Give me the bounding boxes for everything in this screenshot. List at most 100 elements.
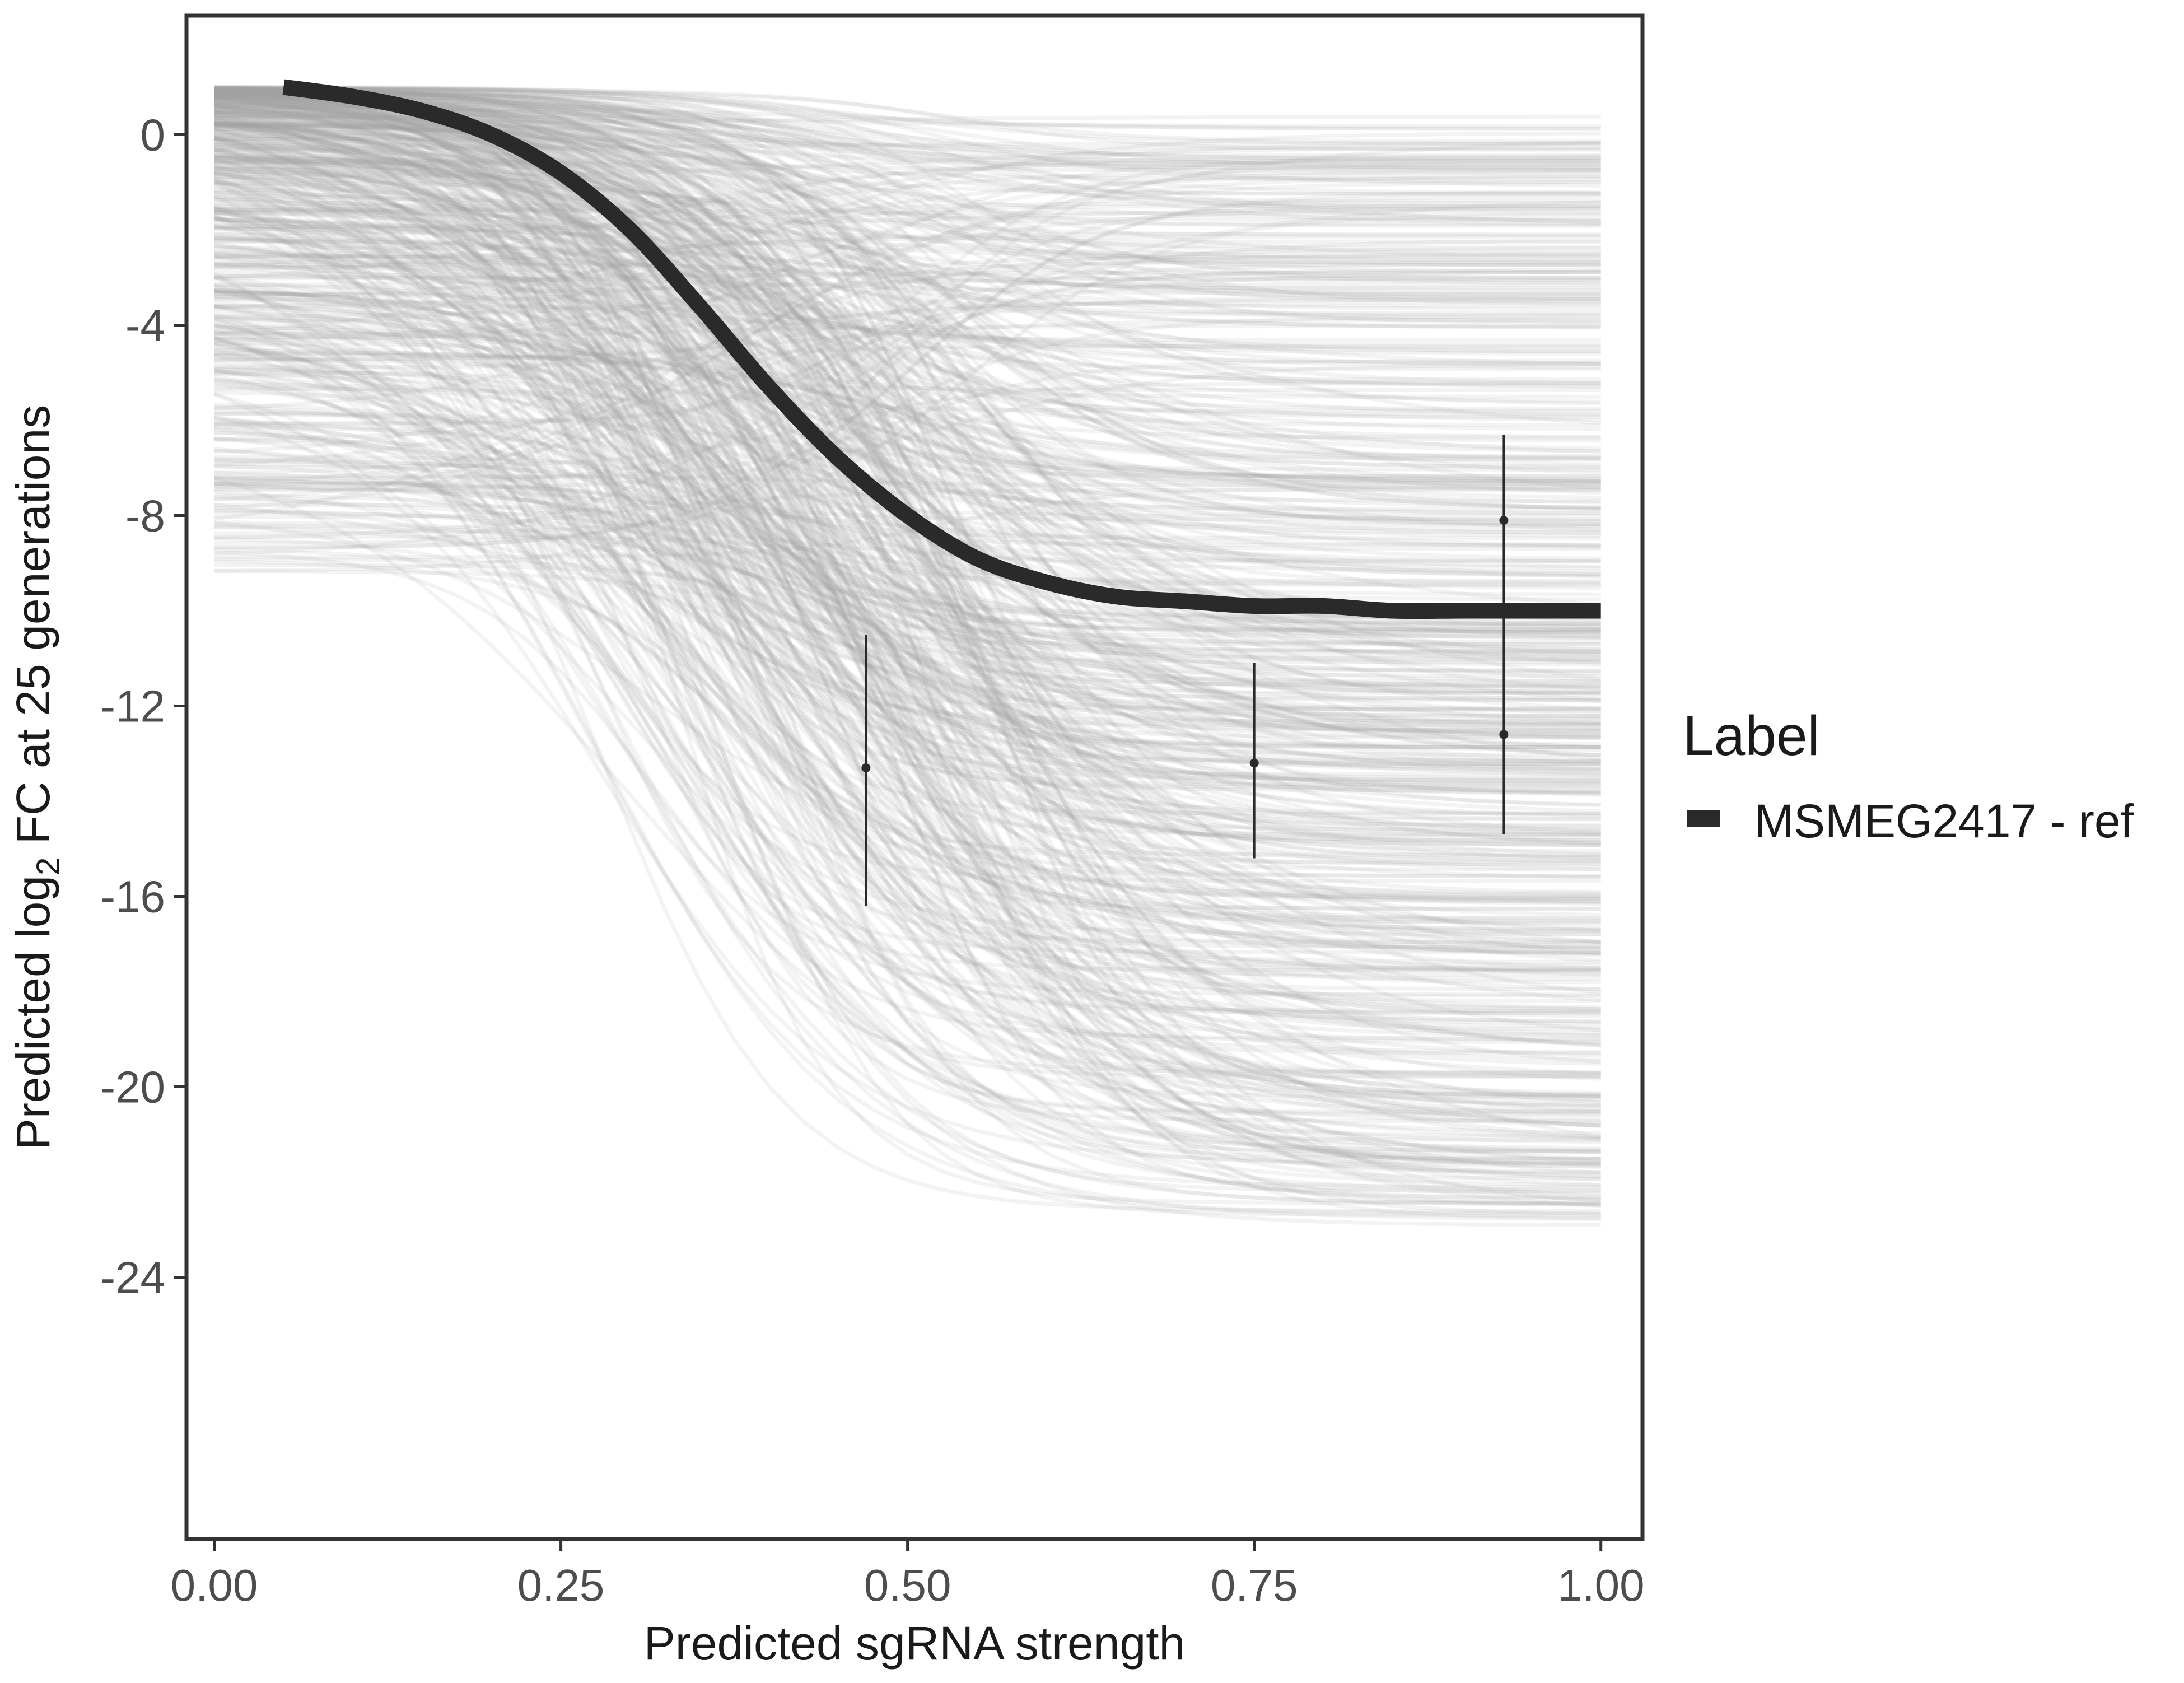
posterior-draw-line	[214, 155, 1601, 845]
posterior-draw-line	[214, 85, 1601, 1011]
posterior-draw-line	[214, 315, 1601, 731]
posterior-draw-line	[214, 352, 1601, 399]
posterior-draw-line	[214, 425, 1601, 1108]
posterior-draw-line	[213, 392, 1601, 1141]
posterior-draw-line	[213, 290, 1601, 879]
posterior-draw-line	[214, 161, 1601, 634]
posterior-draw-line	[214, 194, 1601, 632]
posterior-draw-line	[214, 158, 1601, 222]
posterior-draw-line	[214, 85, 1601, 209]
observation-point-3	[1499, 730, 1509, 739]
observation-point-4	[1499, 516, 1509, 525]
posterior-draw-line	[214, 137, 1601, 157]
posterior-draw-line	[214, 88, 1601, 254]
posterior-draw-line	[214, 148, 1601, 486]
posterior-draw-line	[214, 166, 1602, 945]
posterior-draw-line	[214, 115, 1602, 681]
posterior-draw-line	[214, 238, 1601, 894]
posterior-draw-line	[214, 143, 1601, 388]
posterior-draw-line	[214, 110, 1601, 795]
posterior-draw-line	[214, 226, 1601, 283]
posterior-draw-line	[214, 239, 1601, 556]
posterior-draw-line	[214, 106, 1601, 629]
posterior-draw-line	[214, 476, 1601, 911]
posterior-draw-line	[214, 146, 1601, 427]
posterior-draw-line	[214, 91, 1601, 225]
posterior-draw-line	[214, 207, 1601, 279]
posterior-draw-line	[214, 87, 1601, 526]
posterior-draw-line	[214, 187, 1601, 653]
posterior-draw-line	[214, 86, 1601, 703]
posterior-draw-line	[214, 470, 1601, 1003]
posterior-draw-line	[214, 569, 1601, 795]
posterior-draw-line	[213, 137, 1601, 863]
posterior-draw-line	[214, 94, 1601, 657]
posterior-draw-line	[213, 215, 1601, 1058]
posterior-draw-line	[214, 86, 1601, 1216]
posterior-draw-line	[214, 154, 1601, 702]
posterior-draw-line	[213, 127, 1601, 963]
posterior-draw-line	[214, 292, 1601, 439]
posterior-draw-line	[213, 178, 1601, 1206]
posterior-draw-line	[214, 95, 1601, 417]
posterior-draw-line	[214, 96, 1601, 790]
posterior-draw-line	[214, 218, 1601, 646]
posterior-draw-line	[214, 93, 1601, 461]
posterior-draw-line	[214, 171, 1601, 847]
posterior-draw-line	[213, 111, 1601, 510]
posterior-draw-line	[213, 131, 1601, 950]
posterior-draw-line	[214, 106, 1601, 131]
posterior-draw-line	[214, 436, 1601, 1025]
posterior-draw-line	[214, 236, 1601, 970]
posterior-draw-line	[214, 461, 1601, 822]
posterior-draw-line	[214, 211, 1601, 694]
posterior-draw-line	[214, 206, 1601, 342]
posterior-draw-line	[214, 124, 1601, 771]
posterior-draw-line	[214, 105, 1601, 1048]
posterior-draw-line	[214, 510, 1601, 588]
posterior-draw-line	[214, 93, 1601, 837]
posterior-draw-line	[213, 223, 1601, 767]
posterior-draw-line	[214, 269, 1601, 468]
posterior-draw-line	[213, 113, 1601, 763]
posterior-draw-line	[214, 437, 1601, 684]
posterior-draw-line	[213, 168, 1601, 1117]
posterior-draw-line	[213, 283, 1601, 1054]
posterior-draw-line	[213, 146, 1601, 776]
posterior-draw-line	[214, 146, 1601, 209]
posterior-draw-line	[214, 87, 1601, 146]
posterior-draw-line	[214, 180, 1601, 538]
posterior-draw-line	[214, 358, 1601, 480]
posterior-draw-line	[214, 523, 1601, 664]
posterior-draw-line	[214, 174, 1601, 336]
posterior-draw-line	[214, 88, 1601, 1153]
posterior-draw-line	[214, 151, 1601, 330]
posterior-draw-line	[214, 160, 1601, 385]
posterior-draw-line	[214, 197, 1601, 1104]
posterior-draw-line	[214, 507, 1601, 1123]
posterior-draw-line	[214, 201, 1601, 236]
posterior-draw-line	[214, 177, 1601, 1165]
posterior-draw-line	[214, 110, 1601, 301]
posterior-draw-line	[214, 157, 1601, 173]
posterior-draw-line	[213, 135, 1601, 857]
posterior-draw-line	[214, 304, 1601, 382]
posterior-draw-line	[214, 105, 1601, 903]
posterior-draw-line	[214, 90, 1601, 901]
posterior-draw-line	[214, 287, 1601, 532]
posterior-draw-line	[214, 234, 1601, 633]
x-tick-label: 1.00	[1557, 1560, 1645, 1610]
posterior-draw-line	[214, 161, 1601, 726]
posterior-draw-line	[214, 85, 1601, 196]
posterior-draw-line	[214, 250, 1601, 1099]
posterior-draw-line	[213, 149, 1601, 1127]
posterior-draw-line	[214, 90, 1601, 747]
posterior-draw-line	[214, 122, 1601, 353]
posterior-draw-line	[214, 86, 1601, 265]
posterior-draw-line	[214, 235, 1601, 443]
posterior-draw-line	[214, 113, 1601, 329]
posterior-draw-line	[214, 102, 1601, 1047]
posterior-draw-line	[213, 206, 1601, 678]
posterior-draw-line	[214, 246, 1601, 568]
posterior-draw-line	[214, 263, 1601, 361]
